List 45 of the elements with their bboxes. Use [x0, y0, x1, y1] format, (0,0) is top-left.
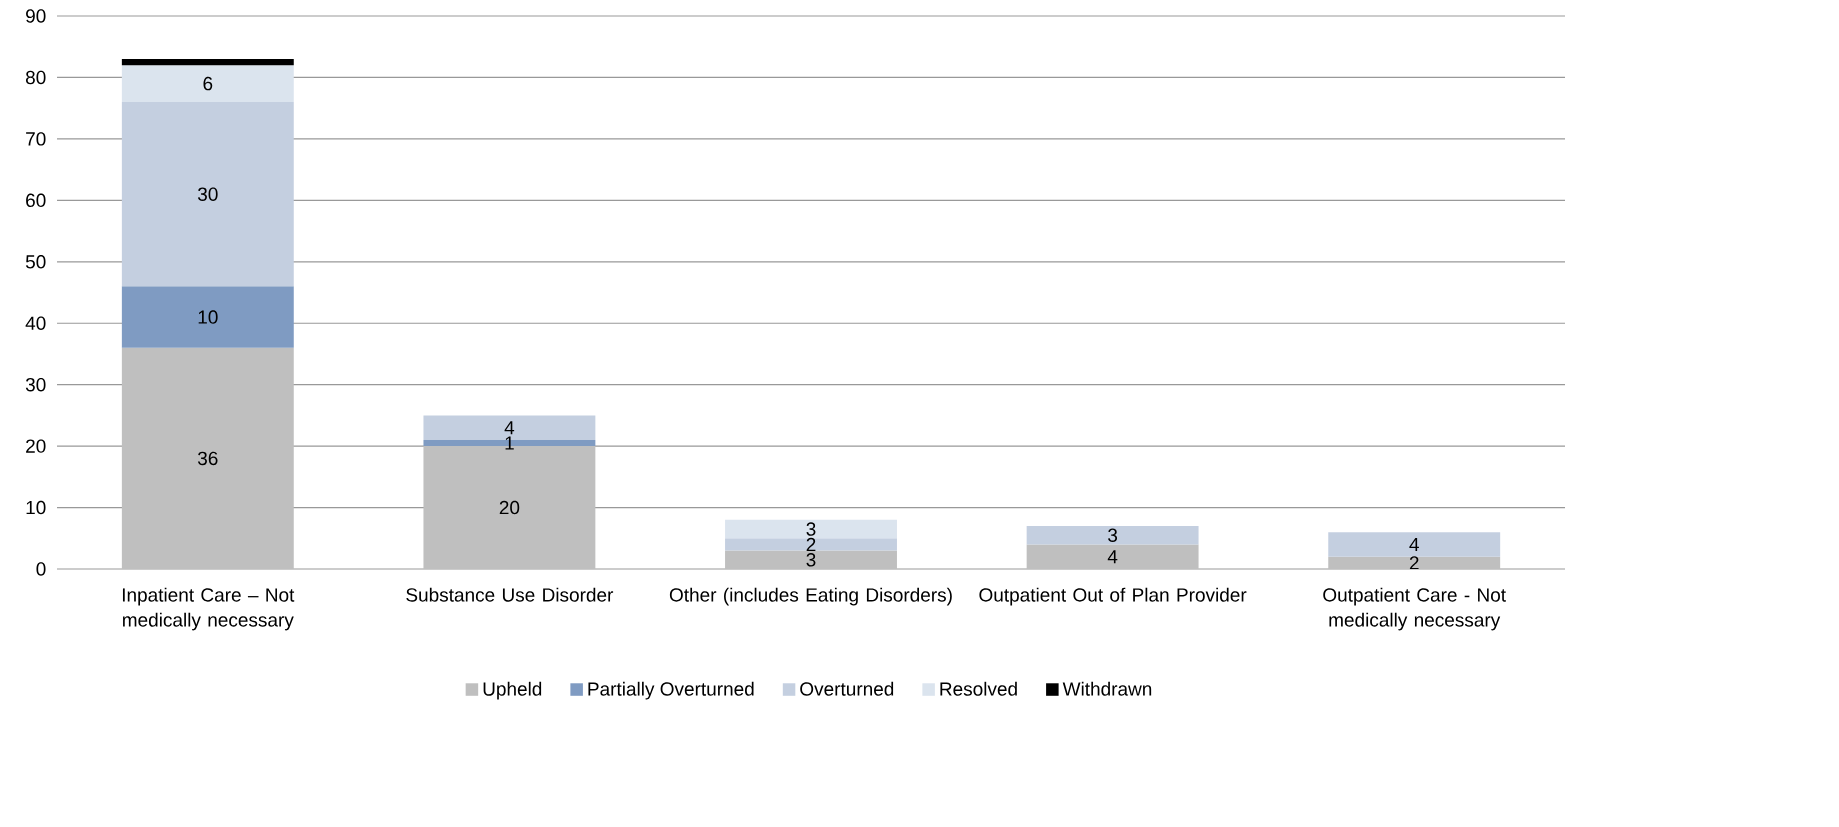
data-label: 10: [198, 310, 218, 324]
bar: [121, 286, 294, 348]
data-label: 4: [504, 421, 515, 435]
x-tick-label: Outpatient Out of Plan Provider: [979, 587, 1247, 606]
bar: [121, 347, 294, 569]
x-tick-label: Inpatient Care – Not medically necessary: [122, 587, 295, 631]
legend-label: Withdrawn: [1062, 681, 1152, 696]
x-tick-label: Outpatient Care - Not medically necessary: [1323, 587, 1506, 631]
data-label: 4: [1409, 537, 1419, 551]
legend-label: Upheld: [483, 681, 542, 700]
y-tick-label: 0: [36, 562, 46, 576]
data-label: 2: [806, 537, 816, 552]
y-tick-label: 20: [26, 439, 46, 453]
y-tick-label: 50: [25, 255, 46, 269]
y-tick-label: 60: [26, 193, 46, 208]
bar: [725, 550, 897, 569]
y-tick-label: 10: [26, 500, 46, 515]
data-label: 6: [203, 76, 213, 91]
bar: [725, 519, 897, 539]
y-tick-label: 80: [25, 70, 46, 85]
x-tick-label: Substance Use Disorder: [406, 587, 614, 602]
data-label: 30: [197, 187, 218, 201]
data-label: 36: [197, 451, 218, 466]
data-label: 4: [1107, 550, 1118, 564]
data-label: 3: [1108, 528, 1118, 542]
bar: [725, 538, 897, 551]
bar: [1026, 525, 1199, 545]
y-tick-label: 40: [25, 316, 46, 330]
y-tick-label: 30: [25, 377, 46, 392]
legend-label: Overturned: [800, 681, 894, 696]
bar: [1328, 556, 1501, 569]
bar: [121, 102, 294, 287]
x-tick-label: Other (includes Eating Disorders): [669, 587, 952, 606]
bar: [1026, 544, 1199, 569]
data-label: 20: [499, 500, 520, 515]
data-label: 3: [806, 553, 816, 567]
legend-label: Resolved: [940, 681, 1017, 696]
y-tick-label: 90: [26, 9, 46, 23]
bar: [121, 59, 294, 66]
y-tick-label: 70: [26, 132, 46, 146]
data-label: 3: [806, 522, 816, 536]
data-label: 1: [505, 436, 514, 450]
legend-label: Partially Overturned: [588, 681, 754, 700]
bar: [121, 65, 294, 103]
bar: [1328, 532, 1501, 557]
